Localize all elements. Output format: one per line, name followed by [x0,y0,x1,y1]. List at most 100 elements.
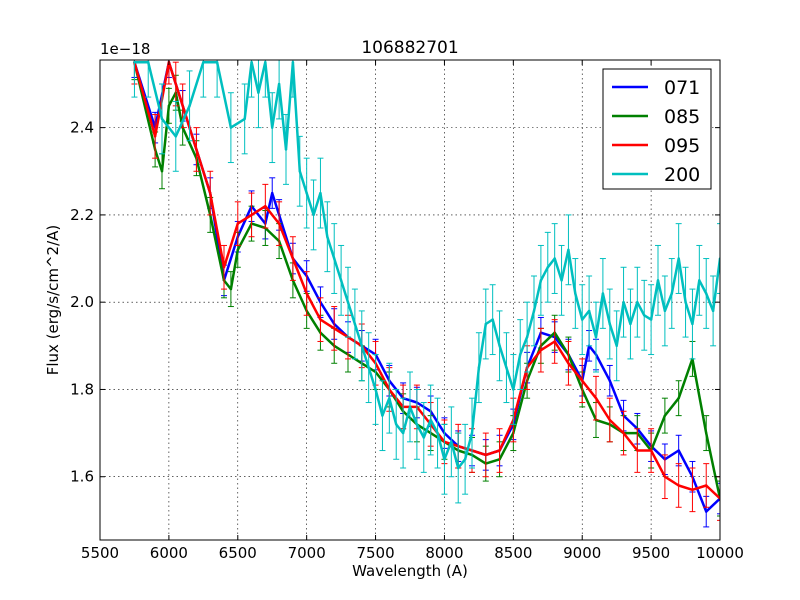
data-point [388,396,391,400]
x-tick-label: 6000 [150,544,188,562]
legend-frame [602,68,712,190]
data-point [374,388,377,391]
data-point [484,453,487,457]
data-point [484,322,487,326]
data-point [574,292,577,295]
data-point [229,287,233,291]
data-point [608,322,611,326]
x-axis-label: Wavelength (A) [352,562,468,580]
data-point [277,222,281,225]
data-point [353,322,357,326]
x-tick-label: 8000 [425,544,463,562]
data-point [408,405,412,409]
axis-ticks: 5500 6000 6500 7000 7500 8000 8500 9000 9500 1000… [70,60,744,562]
y-tick-label: 2.0 [70,293,94,311]
data-point [553,340,556,343]
data-point [326,235,329,238]
data-point [525,335,529,339]
data-point [360,344,363,348]
data-point [133,60,136,64]
data-point [277,82,281,86]
data-point [656,279,660,282]
y-tick-label: 1.6 [70,468,94,486]
data-point [443,458,446,461]
data-point [229,126,233,129]
data-point [422,436,425,439]
legend: 071 085 095 200 [602,68,712,190]
data-point [450,440,453,444]
data-point [663,475,667,478]
data-point [333,327,336,330]
data-point [601,292,605,295]
x-tick-label: 5500 [81,544,119,562]
x-tick-label: 9000 [563,544,601,562]
data-point [167,104,171,108]
data-point [291,60,295,64]
data-point [649,449,653,452]
data-point [615,344,618,348]
series-200 [131,60,720,504]
data-point [271,126,274,129]
data-point [188,104,191,108]
data-point [470,431,474,435]
data-point [608,379,611,382]
x-tick-label: 7000 [288,544,326,562]
data-point [581,379,584,382]
data-point [498,449,501,452]
series-layer [131,60,720,528]
x-tick-label: 6500 [219,544,257,562]
data-point [491,318,494,321]
data-point [663,309,667,313]
data-point [284,148,288,151]
data-point [222,266,226,269]
legend-label: 095 [664,135,700,157]
legend-label: 071 [664,77,700,99]
data-point [677,484,680,487]
legend-item-200: 200 [612,164,700,186]
data-point [236,222,239,225]
data-point [381,414,384,417]
data-point [691,488,694,492]
data-point [346,300,350,304]
data-point [305,292,308,295]
data-point [567,362,570,365]
data-point [670,292,673,295]
data-point [581,318,584,321]
legend-label: 085 [664,106,700,128]
data-point [684,300,687,304]
legend-item-085: 085 [612,106,700,128]
data-point [195,148,198,151]
data-point [698,279,701,282]
data-point [546,266,549,269]
x-tick-label: 7500 [356,544,394,562]
legend-item-095: 095 [612,135,700,157]
y-offset-label: 1e−18 [100,40,150,58]
data-point [553,257,556,260]
data-point [498,344,501,348]
data-point [153,135,157,138]
data-point [257,91,260,94]
data-point [539,279,543,282]
data-point [271,191,274,195]
data-point [367,366,370,369]
data-point [532,309,536,313]
data-point [608,418,611,422]
data-point [215,60,219,64]
data-point [181,104,184,108]
data-point [711,309,715,313]
data-point [436,431,439,435]
y-tick-label: 1.8 [70,380,94,398]
data-point [291,257,295,260]
data-point [312,213,315,217]
data-point [649,318,653,321]
data-point [264,204,267,208]
data-point [477,366,481,369]
chart-title: 106882701 [361,38,458,58]
legend-item-071: 071 [612,77,700,99]
data-point [705,484,708,487]
data-point [677,257,680,260]
data-point [594,335,598,339]
data-point [236,248,239,252]
data-point [174,135,177,138]
